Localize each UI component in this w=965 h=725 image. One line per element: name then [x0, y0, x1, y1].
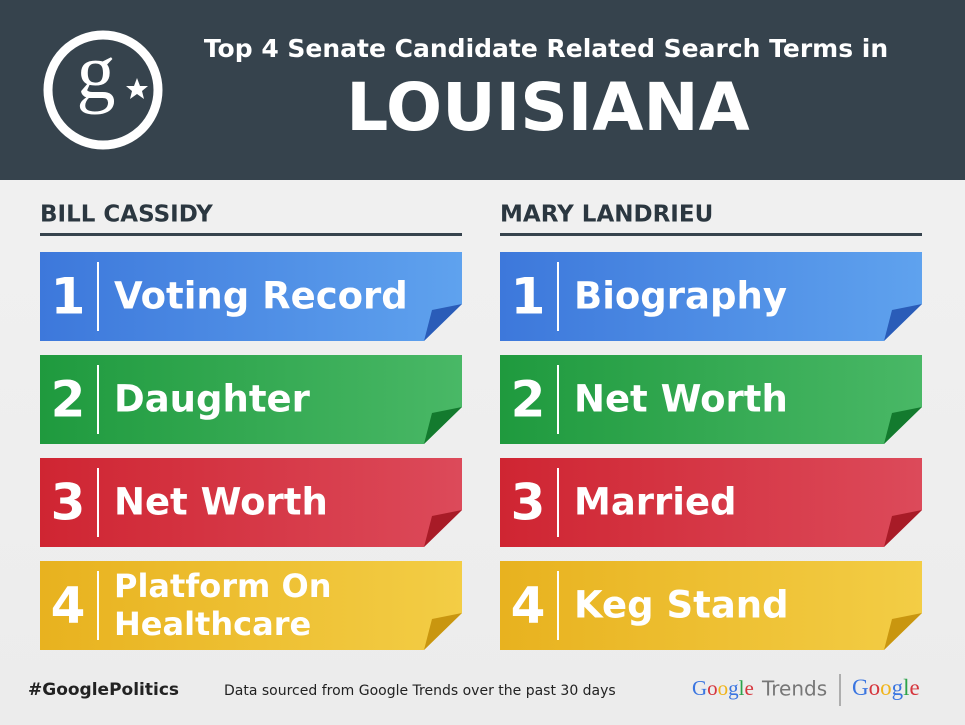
rank-divider [97, 468, 99, 537]
rank-divider [557, 468, 559, 537]
banner-fold [424, 613, 462, 650]
trends-word: Trends [761, 677, 827, 701]
rank: 3 [511, 474, 546, 532]
banner-fold [884, 407, 922, 444]
rank-divider [97, 365, 99, 434]
candidate-name: MARY LANDRIEU [500, 202, 713, 228]
rank-divider [557, 571, 559, 640]
rank: 1 [51, 268, 86, 326]
search-term: Healthcare [114, 605, 311, 643]
term-banner [500, 561, 922, 650]
rank-divider [557, 365, 559, 434]
term-banner [500, 252, 922, 341]
search-term: Net Worth [114, 481, 328, 524]
candidate-name: BILL CASSIDY [40, 202, 213, 228]
search-term: Net Worth [574, 378, 788, 421]
state: LOUISIANA [346, 69, 749, 146]
logo-star [126, 78, 148, 99]
banner-fold [884, 304, 922, 341]
rank-divider [97, 262, 99, 331]
source: Data sourced from Google Trends over the… [224, 683, 616, 699]
term-banner [40, 458, 462, 547]
rank: 1 [511, 268, 546, 326]
rank-divider [97, 571, 99, 640]
term-banner [40, 355, 462, 444]
logo-letter: g [77, 28, 116, 115]
banner-fold [424, 407, 462, 444]
banner-fold [424, 510, 462, 547]
search-term: Voting Record [114, 275, 408, 318]
rank: 2 [511, 371, 546, 429]
banner-fold [884, 510, 922, 547]
title: Top 4 Senate Candidate Related Search Te… [204, 34, 888, 63]
name-underline [500, 233, 922, 236]
term-banner [40, 252, 462, 341]
rank-divider [557, 262, 559, 331]
banner-fold [884, 613, 922, 650]
search-term: Keg Stand [574, 584, 789, 627]
search-term: Daughter [114, 378, 311, 421]
rank: 3 [51, 474, 86, 532]
logo-ring [43, 30, 163, 150]
rank: 4 [51, 577, 86, 635]
search-term: Married [574, 481, 737, 524]
search-term: Biography [574, 275, 787, 318]
trends-brand: Google [692, 676, 754, 700]
google-logo: Google [852, 675, 920, 700]
search-term: Platform On [114, 567, 331, 605]
rank: 2 [51, 371, 86, 429]
rank: 4 [511, 577, 546, 635]
term-banner [500, 355, 922, 444]
name-underline [40, 233, 462, 236]
banner-fold [424, 304, 462, 341]
hashtag: #GooglePolitics [28, 680, 179, 700]
term-banner [500, 458, 922, 547]
term-banner [40, 561, 462, 650]
